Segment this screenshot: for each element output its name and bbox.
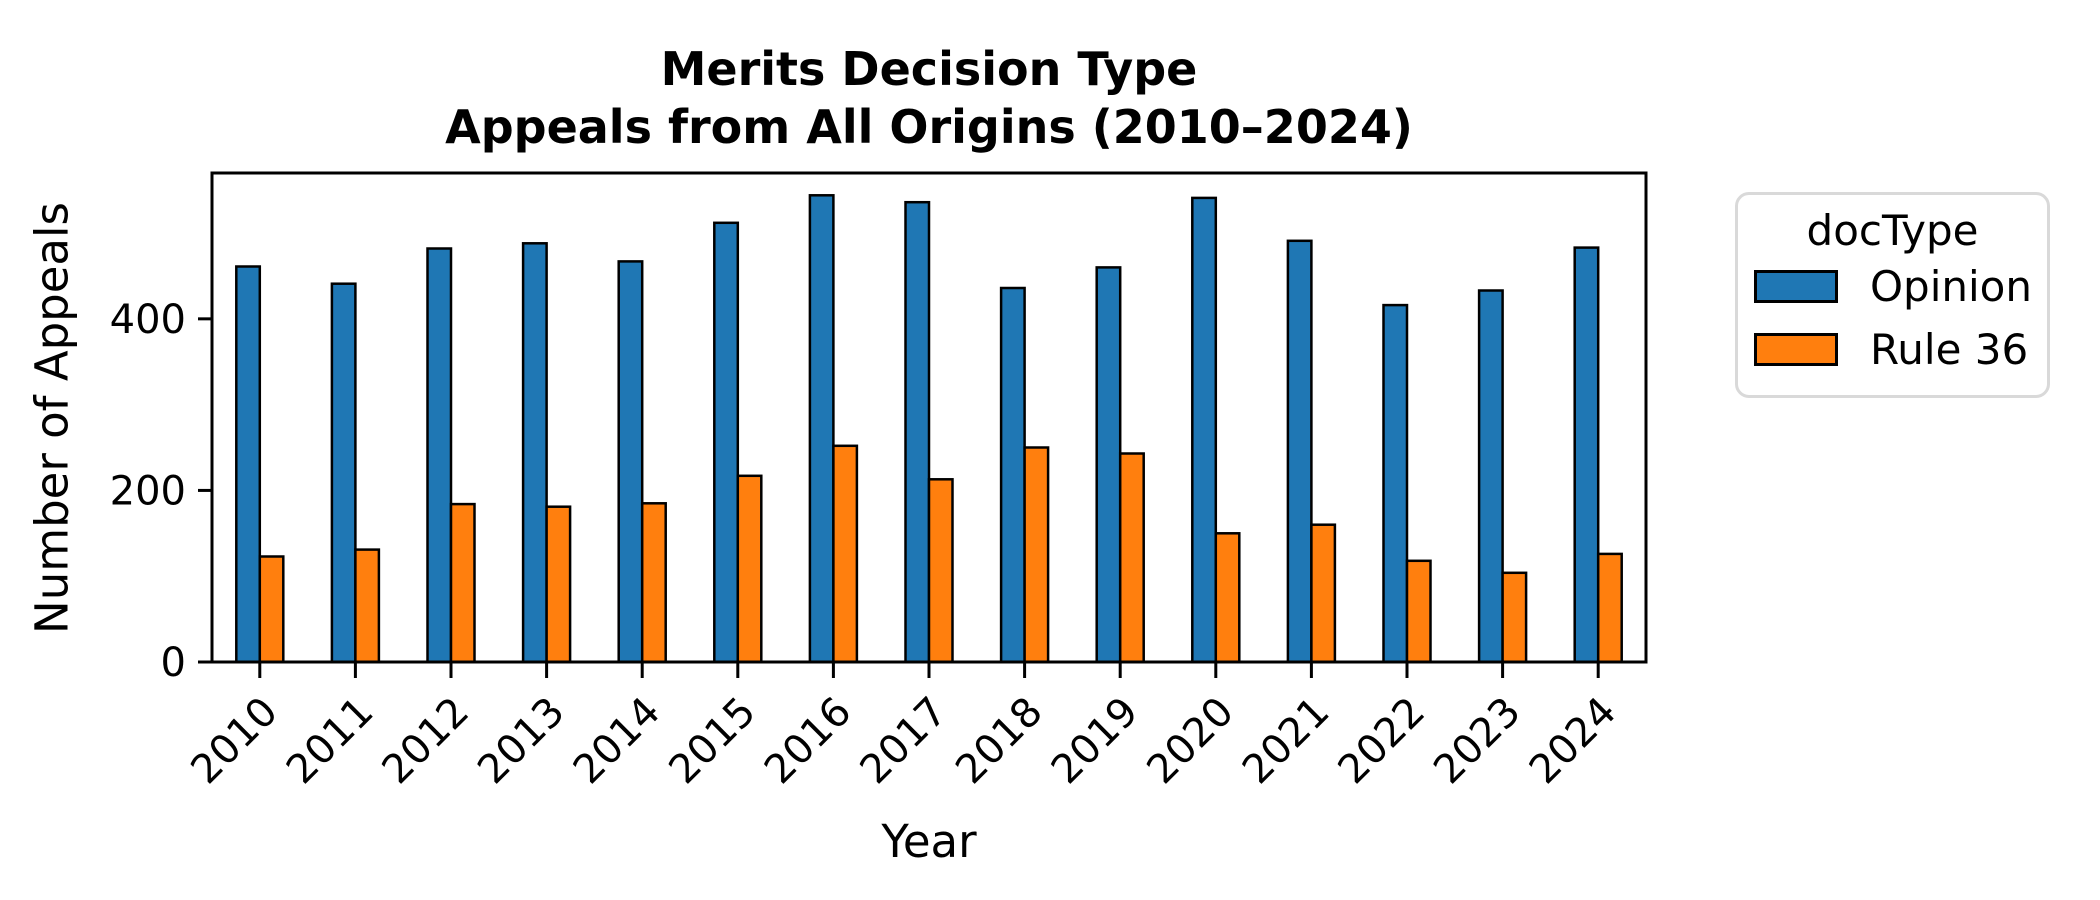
bar-opinion-2020 — [1191, 196, 1218, 664]
legend-label-rule-36: Rule 36 — [1870, 325, 2029, 374]
legend-item-opinion: Opinion — [1738, 255, 2047, 318]
bar-opinion-2014 — [617, 260, 644, 664]
y-tick-label-0: 0 — [161, 640, 186, 686]
x-tick-label-2014: 2014 — [565, 689, 670, 794]
x-tick-label-2024: 2024 — [1521, 689, 1626, 794]
legend-item-rule-36: Rule 36 — [1738, 318, 2047, 381]
legend-swatch-rule-36 — [1754, 333, 1838, 366]
bar-opinion-2022 — [1382, 303, 1409, 664]
bar-rule-36-2023 — [1501, 571, 1528, 664]
legend: docType Opinion Rule 36 — [1735, 192, 2050, 398]
bar-opinion-2019 — [1095, 266, 1122, 664]
bar-opinion-2012 — [426, 247, 453, 664]
bar-rule-36-2021 — [1310, 523, 1337, 664]
axes-layer — [198, 171, 1648, 678]
y-tick-label-200: 200 — [110, 468, 186, 514]
x-tick-label-2019: 2019 — [1043, 689, 1148, 794]
x-tick-label-2015: 2015 — [660, 689, 765, 794]
bar-rule-36-2011 — [354, 548, 381, 664]
bars-layer — [235, 194, 1623, 664]
y-tick-label-400: 400 — [110, 297, 186, 343]
x-tick-label-2023: 2023 — [1425, 689, 1530, 794]
chart-title-line-1: Merits Decision Type — [660, 42, 1198, 96]
x-axis-label: Year — [881, 815, 977, 868]
bar-rule-36-2012 — [449, 502, 476, 664]
bar-opinion-2023 — [1477, 289, 1504, 664]
bar-opinion-2010 — [235, 265, 262, 664]
bar-rule-36-2014 — [640, 502, 667, 664]
x-tick-label-2017: 2017 — [852, 689, 957, 794]
bar-opinion-2011 — [330, 282, 357, 664]
x-tick-label-2022: 2022 — [1330, 689, 1435, 794]
chart-title: Merits Decision Type Appeals from All Or… — [212, 40, 1646, 156]
chart-title-line-2: Appeals from All Origins (2010–2024) — [445, 100, 1413, 154]
legend-label-opinion: Opinion — [1870, 262, 2032, 311]
x-tick-label-2020: 2020 — [1138, 689, 1243, 794]
bar-opinion-2013 — [521, 242, 548, 664]
bar-rule-36-2018 — [1023, 446, 1050, 664]
bar-rule-36-2022 — [1405, 559, 1432, 664]
bar-rule-36-2015 — [736, 474, 763, 664]
bar-rule-36-2024 — [1596, 552, 1623, 664]
legend-swatch-opinion — [1754, 270, 1838, 303]
x-tick-label-2016: 2016 — [756, 689, 861, 794]
bar-opinion-2018 — [999, 286, 1026, 664]
bar-opinion-2015 — [713, 221, 740, 664]
bar-opinion-2024 — [1573, 246, 1600, 664]
legend-title: docType — [1806, 206, 1979, 255]
x-tick-label-2021: 2021 — [1234, 689, 1339, 794]
bar-rule-36-2013 — [545, 505, 572, 664]
bar-rule-36-2010 — [258, 555, 285, 664]
x-tick-label-2012: 2012 — [374, 689, 479, 794]
x-tick-label-2011: 2011 — [278, 689, 383, 794]
bar-rule-36-2016 — [832, 444, 859, 664]
y-axis-label: Number of Appeals — [25, 202, 79, 634]
bar-opinion-2017 — [904, 200, 931, 664]
x-tick-label-2013: 2013 — [469, 689, 574, 794]
x-tick-label-2010: 2010 — [182, 689, 287, 794]
bar-rule-36-2019 — [1118, 452, 1145, 664]
bar-opinion-2021 — [1286, 239, 1313, 664]
bar-opinion-2016 — [808, 194, 835, 664]
bar-rule-36-2017 — [927, 478, 954, 664]
bar-rule-36-2020 — [1214, 532, 1241, 664]
x-tick-label-2018: 2018 — [947, 689, 1052, 794]
